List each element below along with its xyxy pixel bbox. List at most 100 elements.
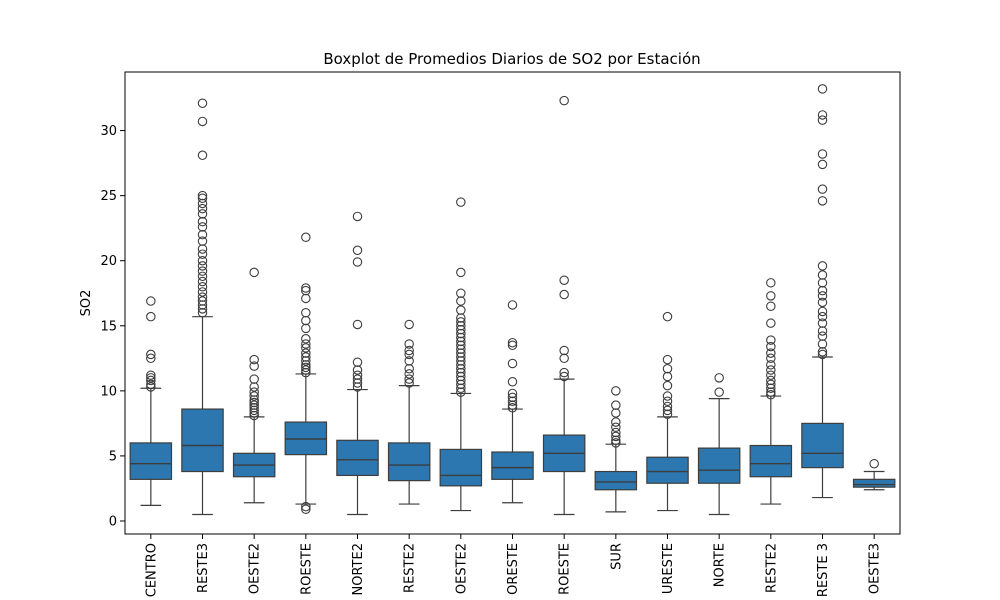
outlier-point [197,216,208,227]
x-tick-label: OESTE2 [248,543,263,594]
y-tick-label: 5 [109,449,117,464]
outlier-point [249,408,259,418]
x-tick-label: ROESTE [558,543,573,595]
outlier-point [352,374,363,384]
outlier-point [249,400,259,410]
outlier-point [456,352,466,362]
box [697,447,741,484]
outlier-point [817,349,828,360]
outlier-point [197,244,208,254]
outlier-point [197,271,208,282]
outlier-point [146,375,156,386]
outlier-point [456,296,466,306]
outlier-point [611,427,621,438]
outlier-point [817,159,828,170]
box-group-7 [491,300,534,504]
x-tick-label: OESTE3 [868,543,883,594]
box-group-2 [232,267,276,504]
outlier-point [766,375,776,386]
outlier-point [507,300,518,310]
outlier-point [559,371,569,382]
outlier-point [456,344,466,354]
outlier-point [301,308,311,318]
outlier-point [611,435,621,446]
outlier-point [714,373,724,383]
outlier-point [249,397,259,408]
outlier-point [766,335,776,345]
outlier-point [662,409,673,420]
x-tick-label: NORTE [713,543,728,587]
outlier-point [611,417,621,427]
outlier-point [817,270,828,280]
outlier-point [662,391,673,401]
box-group-12 [749,278,793,505]
outlier-point [507,358,518,369]
outlier-point [404,378,414,388]
outlier-point [869,458,879,469]
outlier-point [456,383,466,393]
x-tick-label: URESTE [661,543,676,594]
outlier-point [404,349,414,360]
outlier-point [766,318,776,328]
outlier-point [249,382,259,392]
outlier-point [301,323,311,334]
outlier-point [197,304,208,314]
outlier-point [611,408,621,418]
x-tick-label: RESTE2 [403,543,418,593]
outlier-point [197,209,208,219]
outlier-point [766,389,776,400]
outlier-point [817,110,828,120]
outlier-point [456,379,466,390]
outlier-point [662,380,673,391]
outlier-point [817,331,828,341]
outlier-point [766,379,776,390]
outlier-point [456,267,466,278]
y-tick-label: 0 [109,514,117,529]
outlier-point [456,387,466,397]
outlier-point [766,301,776,312]
outlier-point [352,319,363,330]
outlier-point [146,296,156,306]
outlier-point [507,388,518,399]
outlier-point [456,356,466,366]
outlier-point [404,345,414,356]
x-tick-label: RESTE 3 [816,543,831,597]
box-group-0 [129,296,173,506]
box [387,442,431,482]
outlier-point [197,222,208,232]
outlier-point [456,367,466,378]
outlier-point [146,353,156,364]
outlier-point [766,278,776,288]
outlier-point [146,311,156,322]
x-tick-label: ROESTE [299,543,314,595]
outlier-point [197,281,208,292]
outlier-point [352,245,363,256]
outlier-point [352,211,363,222]
x-tick-label: NORTE2 [351,543,366,595]
outlier-point [146,373,156,383]
outlier-point [249,374,259,384]
box [801,422,844,469]
outlier-point [456,332,466,343]
outlier-point [507,400,518,410]
outlier-point [197,287,208,297]
outlier-point [817,261,828,271]
outlier-point [507,340,518,351]
outlier-point [456,340,466,351]
y-axis: 0 5 10 15 20 25 30 [100,124,125,529]
outlier-point [352,365,363,375]
outlier-point [817,149,828,159]
outlier-point [507,403,518,413]
x-tick-label: RESTE2 [764,543,779,593]
box-group-9 [594,386,638,513]
outlier-point [611,431,621,442]
outlier-point [817,84,828,94]
outlier-point [404,339,414,349]
outlier-point [301,293,311,304]
box [181,408,224,473]
x-axis: CENTRO RESTE3 OESTE2 ROESTE NORTE2 RESTE2 OEST… [144,534,883,597]
outlier-point [766,383,776,393]
outlier-point [766,341,776,352]
outlier-point [249,405,259,416]
outlier-point [197,98,208,108]
